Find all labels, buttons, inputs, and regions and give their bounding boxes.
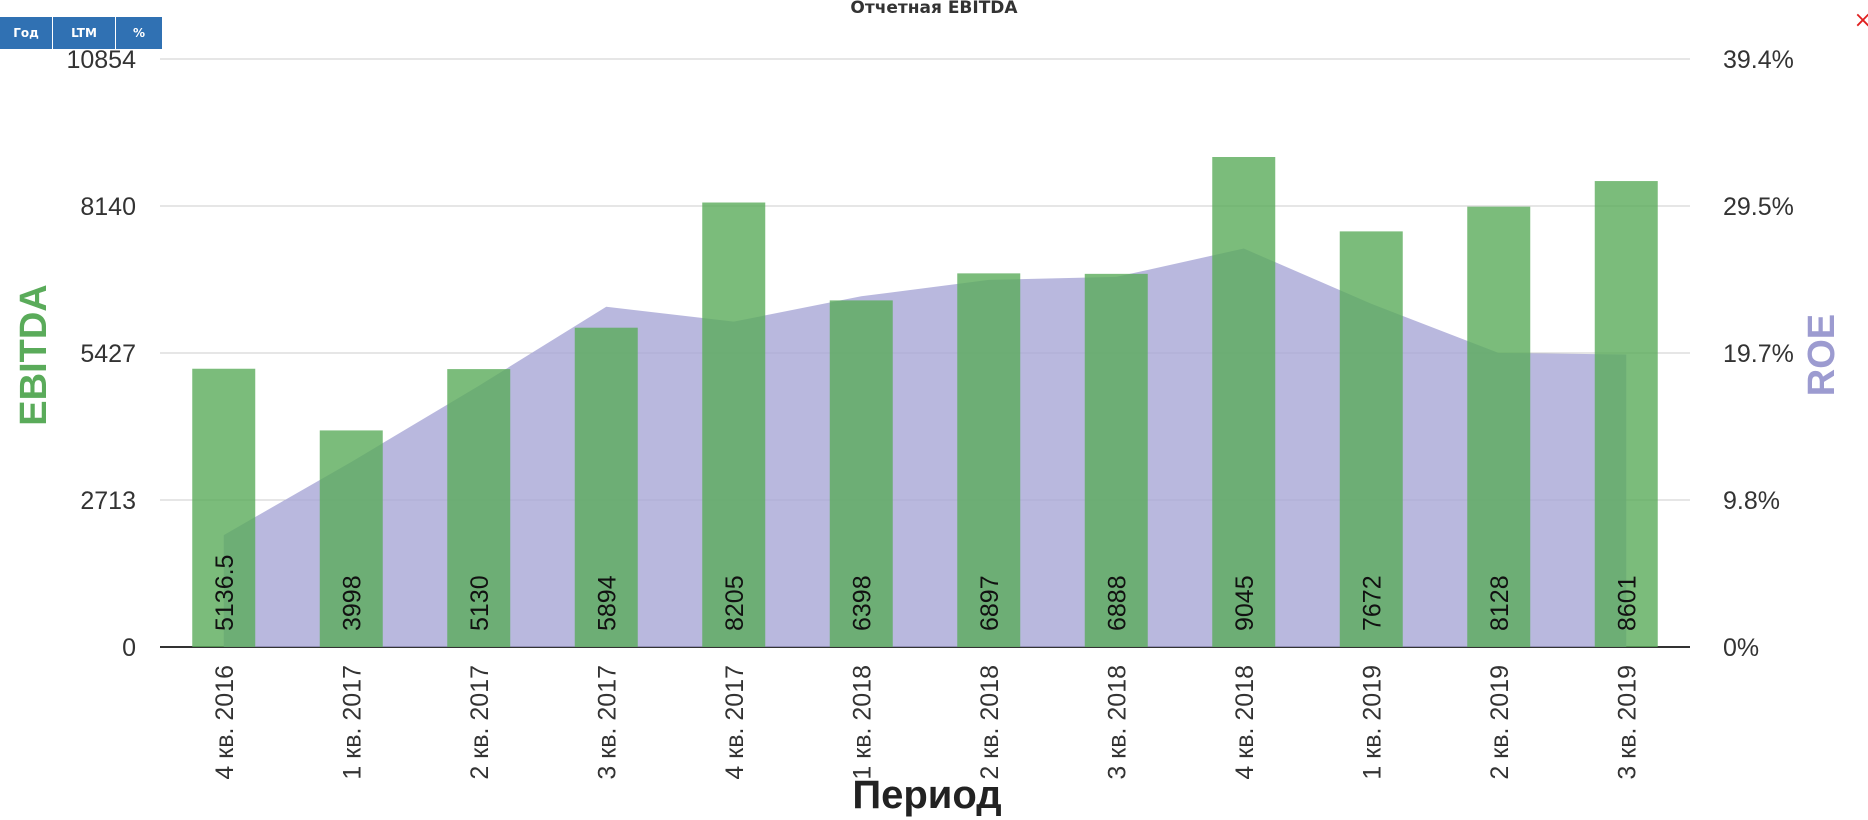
ebitda-bar — [957, 273, 1021, 647]
y-left-tick-label: 10854 — [66, 46, 136, 74]
ebitda-bar — [1339, 231, 1403, 648]
period-toggle-group: Год LTM % — [0, 17, 162, 49]
y-left-tick-label: 0 — [122, 634, 136, 662]
year-button[interactable]: Год — [0, 17, 53, 49]
bar-data-label: 7672 — [1358, 575, 1386, 631]
bar-data-label: 6398 — [848, 575, 876, 631]
x-tick-label: 3 кв. 2017 — [593, 665, 621, 780]
x-tick-label: 2 кв. 2019 — [1486, 665, 1514, 780]
ebitda-bar — [1467, 206, 1531, 647]
ebitda-bar — [574, 327, 638, 647]
percent-button[interactable]: % — [116, 17, 162, 49]
bar-data-label: 3998 — [338, 575, 366, 631]
bar-data-label: 6888 — [1103, 575, 1131, 631]
y-left-tick-label: 5427 — [80, 340, 136, 368]
x-tick-label: 2 кв. 2017 — [466, 665, 494, 780]
bar-data-label: 5130 — [466, 575, 494, 631]
ebitda-bar — [1594, 181, 1658, 647]
x-tick-label: 3 кв. 2018 — [1103, 665, 1131, 780]
roe-area — [223, 248, 1627, 647]
y-left-axis-title: EBITDA — [13, 284, 55, 425]
ebitda-bar — [702, 202, 766, 647]
y-right-tick-label: 39.4% — [1723, 46, 1794, 74]
y-right-tick-label: 9.8% — [1723, 487, 1780, 515]
bar-data-label: 8205 — [721, 575, 749, 631]
bar-data-label: 9045 — [1231, 575, 1259, 631]
x-tick-label: 1 кв. 2018 — [848, 665, 876, 780]
ebitda-bar — [447, 369, 511, 647]
y-right-tick-label: 19.7% — [1723, 340, 1794, 368]
y-left-tick-label: 2713 — [80, 487, 136, 515]
x-tick-label: 2 кв. 2018 — [976, 665, 1004, 780]
ebitda-bar — [829, 300, 893, 647]
ltm-button[interactable]: LTM — [53, 17, 116, 49]
ebitda-bar — [1212, 157, 1276, 647]
y-right-tick-label: 29.5% — [1723, 193, 1794, 221]
ebitda-bar — [1084, 273, 1148, 647]
bar-data-label: 5136.5 — [211, 555, 239, 631]
x-tick-label: 4 кв. 2018 — [1231, 665, 1259, 780]
chart-title: Отчетная EBITDA — [850, 0, 1018, 18]
x-tick-label: 1 кв. 2019 — [1358, 665, 1386, 780]
y-right-axis-title: ROE — [1801, 314, 1843, 396]
bar-data-label: 8601 — [1613, 575, 1641, 631]
x-tick-label: 4 кв. 2016 — [211, 665, 239, 780]
x-tick-label: 3 кв. 2019 — [1613, 665, 1641, 780]
bar-data-label: 8128 — [1486, 575, 1514, 631]
bar-data-label: 6897 — [976, 575, 1004, 631]
x-axis-title: Период — [852, 773, 1001, 817]
ebitda-bar — [192, 368, 256, 647]
close-icon[interactable]: × — [1853, 8, 1868, 33]
bar-data-label: 5894 — [593, 575, 621, 631]
x-tick-label: 4 кв. 2017 — [721, 665, 749, 780]
y-left-tick-label: 8140 — [80, 193, 136, 221]
ebitda-bar — [319, 430, 383, 647]
y-right-tick-label: 0% — [1723, 634, 1759, 662]
x-tick-label: 1 кв. 2017 — [338, 665, 366, 780]
